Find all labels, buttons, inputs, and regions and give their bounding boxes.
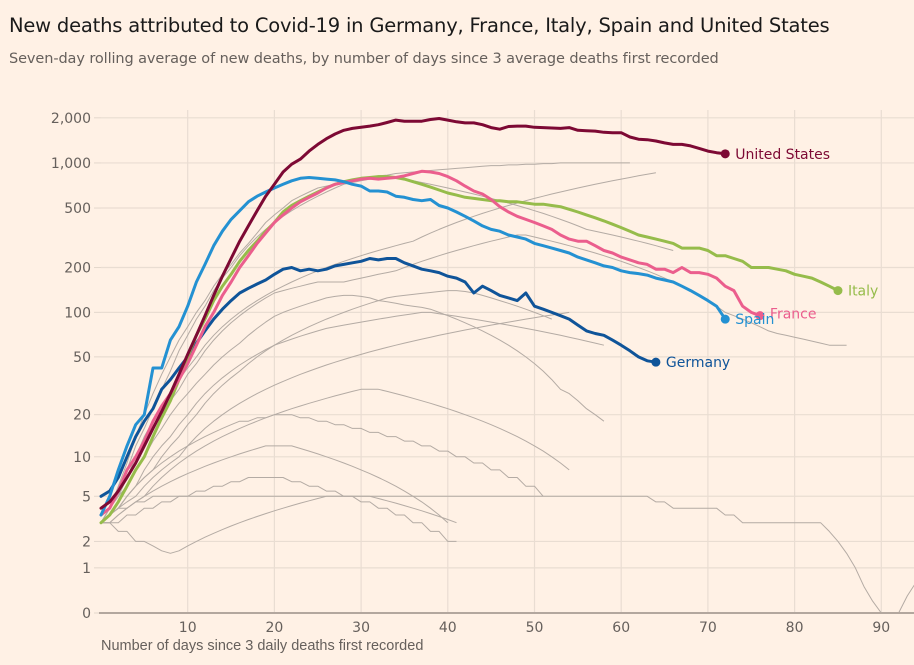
- y-tick-label: 200: [64, 261, 91, 277]
- x-tick-label: 10: [179, 620, 197, 636]
- endpoint-italy: [833, 286, 843, 296]
- background-country-line: [100, 177, 674, 523]
- background-country-line: [100, 311, 570, 524]
- line-italy: [99, 175, 840, 525]
- chart-title: New deaths attributed to Covid-19 in Ger…: [9, 14, 830, 37]
- line-spain: [99, 176, 727, 517]
- y-tick-label: 100: [64, 305, 91, 321]
- label-france: France: [770, 307, 817, 323]
- x-tick-label: 40: [439, 620, 457, 636]
- background-country-line: [100, 311, 605, 524]
- line-united-states: [99, 117, 727, 510]
- x-tick-label: 60: [612, 620, 630, 636]
- x-tick-label: 80: [786, 620, 804, 636]
- background-country-line: [100, 495, 914, 614]
- x-tick-label: 30: [352, 620, 370, 636]
- endpoint-united-states: [720, 149, 730, 159]
- label-germany: Germany: [666, 355, 730, 371]
- background-country-line: [100, 162, 630, 523]
- x-tick-label: 70: [699, 620, 717, 636]
- y-tick-label: 1: [82, 561, 91, 577]
- line-france: [99, 169, 762, 517]
- y-tick-label: 500: [64, 201, 91, 217]
- y-tick-label: 2: [82, 534, 91, 550]
- highlight-country-lines: [99, 117, 840, 525]
- x-tick-label: 90: [872, 620, 890, 636]
- background-country-line: [100, 414, 544, 524]
- background-country-line: [100, 234, 847, 523]
- y-tick-label: 0: [82, 606, 91, 622]
- y-tick-label: 20: [73, 408, 91, 424]
- background-country-lines: [100, 162, 914, 614]
- background-country-line: [100, 172, 656, 523]
- background-country-line: [100, 290, 552, 524]
- x-tick-label: 50: [526, 620, 544, 636]
- label-italy: Italy: [848, 284, 878, 300]
- label-spain: Spain: [735, 312, 774, 328]
- line-germany: [99, 257, 658, 498]
- chart-subtitle: Seven-day rolling average of new deaths,…: [9, 51, 719, 67]
- gridlines: [94, 110, 914, 614]
- endpoint-france: [755, 311, 765, 321]
- y-tick-label: 5: [82, 489, 91, 505]
- endpoint-spain: [720, 314, 730, 324]
- background-country-line: [101, 445, 449, 524]
- x-axis-label: Number of days since 3 daily deaths firs…: [101, 638, 424, 654]
- label-united-states: United States: [735, 147, 830, 163]
- background-country-line: [101, 388, 570, 524]
- y-tick-label: 2,000: [51, 111, 91, 127]
- background-country-line: [100, 294, 605, 523]
- background-country-line: [101, 495, 457, 554]
- y-tick-label: 50: [73, 350, 91, 366]
- y-tick-label: 10: [73, 450, 91, 466]
- background-country-line: [101, 477, 457, 542]
- endpoint-germany: [651, 357, 661, 367]
- x-tick-label: 20: [265, 620, 283, 636]
- y-tick-label: 1,000: [51, 156, 91, 172]
